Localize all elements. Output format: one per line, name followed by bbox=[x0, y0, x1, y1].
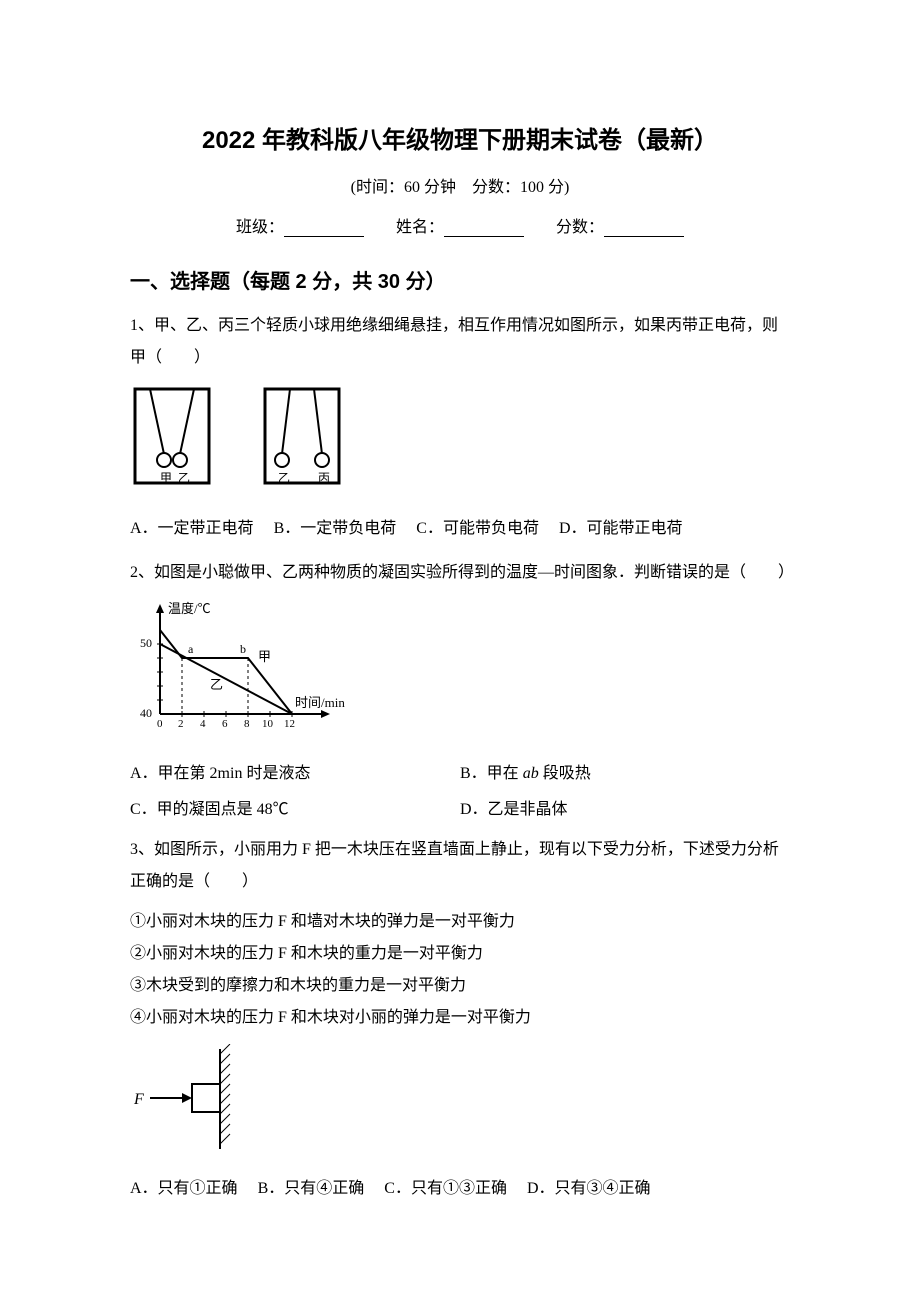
name-label: 姓名： bbox=[396, 219, 444, 236]
q1-optB: B．一定带负电荷 bbox=[274, 520, 397, 537]
q3-s1: ①小丽对木块的压力 F 和墙对木块的弹力是一对平衡力 bbox=[130, 906, 790, 938]
svg-text:2: 2 bbox=[178, 718, 184, 730]
q2-optD: D．乙是非晶体 bbox=[460, 794, 790, 826]
q1-figure: 甲 乙 乙 丙 bbox=[130, 384, 790, 499]
svg-text:乙: 乙 bbox=[178, 471, 190, 485]
svg-text:温度/℃: 温度/℃ bbox=[168, 601, 211, 616]
q3-s2: ②小丽对木块的压力 F 和木块的重力是一对平衡力 bbox=[130, 938, 790, 970]
q3-optC: C．只有①③正确 bbox=[384, 1180, 507, 1197]
q1-optD: D．可能带正电荷 bbox=[559, 520, 683, 537]
svg-text:甲: 甲 bbox=[160, 471, 172, 485]
svg-text:丙: 丙 bbox=[318, 471, 330, 485]
svg-text:4: 4 bbox=[200, 718, 206, 730]
exam-meta: (时间：60 分钟 分数：100 分) bbox=[130, 173, 790, 197]
svg-text:8: 8 bbox=[244, 718, 250, 730]
svg-text:10: 10 bbox=[262, 718, 274, 730]
svg-text:a: a bbox=[188, 642, 194, 656]
q3-figure: F bbox=[130, 1044, 790, 1159]
name-blank bbox=[444, 219, 524, 237]
q2-options-row2: C．甲的凝固点是 48℃ D．乙是非晶体 bbox=[130, 794, 790, 826]
svg-text:乙: 乙 bbox=[210, 677, 223, 692]
q3-s4: ④小丽对木块的压力 F 和木块对小丽的弹力是一对平衡力 bbox=[130, 1002, 790, 1034]
svg-text:乙: 乙 bbox=[278, 471, 290, 485]
q1-options: A．一定带正电荷 B．一定带负电荷 C．可能带负电荷 D．可能带正电荷 bbox=[130, 513, 790, 545]
q3-optB: B．只有④正确 bbox=[258, 1180, 365, 1197]
svg-text:40: 40 bbox=[140, 706, 152, 720]
q3-optD: D．只有③④正确 bbox=[527, 1180, 651, 1197]
q2-optB: B．甲在 ab 段吸热 bbox=[460, 758, 790, 790]
q3-s3: ③木块受到的摩擦力和木块的重力是一对平衡力 bbox=[130, 970, 790, 1002]
student-info-line: 班级： 姓名： 分数： bbox=[130, 213, 790, 237]
q1-optC: C．可能带负电荷 bbox=[416, 520, 539, 537]
q2-optB-suffix: 段吸热 bbox=[539, 765, 591, 782]
svg-text:F: F bbox=[133, 1091, 144, 1108]
q2-optB-italic: ab bbox=[523, 765, 539, 782]
svg-text:12: 12 bbox=[284, 718, 295, 730]
svg-text:时间/min: 时间/min bbox=[295, 695, 345, 710]
class-label: 班级： bbox=[236, 219, 284, 236]
q2-optA: A．甲在第 2min 时是液态 bbox=[130, 758, 460, 790]
q2-optB-prefix: B．甲在 bbox=[460, 765, 523, 782]
score-blank bbox=[604, 219, 684, 237]
svg-text:0: 0 bbox=[157, 718, 163, 730]
class-blank bbox=[284, 219, 364, 237]
q2-text: 2、如图是小聪做甲、乙两种物质的凝固实验所得到的温度—时间图象．判断错误的是（ … bbox=[130, 557, 790, 589]
svg-text:6: 6 bbox=[222, 718, 228, 730]
svg-text:甲: 甲 bbox=[258, 649, 271, 664]
section-1-header: 一、选择题（每题 2 分，共 30 分） bbox=[130, 265, 790, 294]
q1-optA: A．一定带正电荷 bbox=[130, 520, 254, 537]
q3-optA: A．只有①正确 bbox=[130, 1180, 238, 1197]
q2-optC: C．甲的凝固点是 48℃ bbox=[130, 794, 460, 826]
page-title: 2022 年教科版八年级物理下册期末试卷（最新） bbox=[130, 120, 790, 155]
svg-text:50: 50 bbox=[140, 636, 152, 650]
q1-text: 1、甲、乙、丙三个轻质小球用绝缘细绳悬挂，相互作用情况如图所示，如果丙带正电荷，… bbox=[130, 310, 790, 374]
svg-text:b: b bbox=[240, 642, 246, 656]
q3-options: A．只有①正确 B．只有④正确 C．只有①③正确 D．只有③④正确 bbox=[130, 1173, 790, 1205]
q2-options-row1: A．甲在第 2min 时是液态 B．甲在 ab 段吸热 bbox=[130, 758, 790, 790]
q3-text: 3、如图所示，小丽用力 F 把一木块压在竖直墙面上静止，现有以下受力分析，下述受… bbox=[130, 834, 790, 898]
q2-figure: 温度/℃ 时间/min 40 50 0 2 4 6 8 10 12 a b 甲 bbox=[130, 599, 790, 744]
score-label: 分数： bbox=[556, 219, 604, 236]
